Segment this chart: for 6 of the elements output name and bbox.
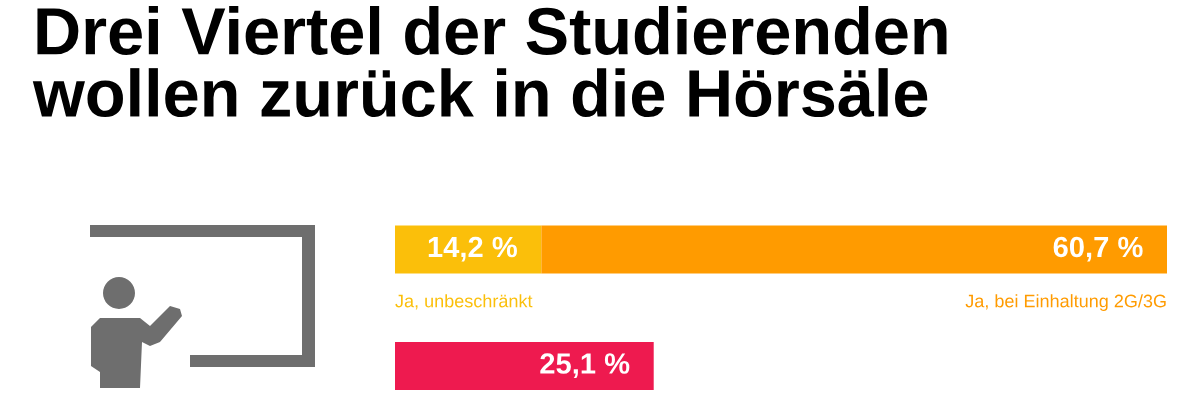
- chart-title: Drei Viertel der Studierenden wollen zurück in die Hörsäle: [32, 6, 947, 118]
- data-label: 60,7 %: [1053, 236, 1143, 262]
- series-label: Ja, unbeschränkt: [395, 294, 533, 310]
- data-label: 25,1 %: [540, 353, 630, 379]
- series-label: Ja, bei Einhaltung 2G/3G: [965, 294, 1166, 311]
- data-label: 14,2 %: [428, 236, 517, 262]
